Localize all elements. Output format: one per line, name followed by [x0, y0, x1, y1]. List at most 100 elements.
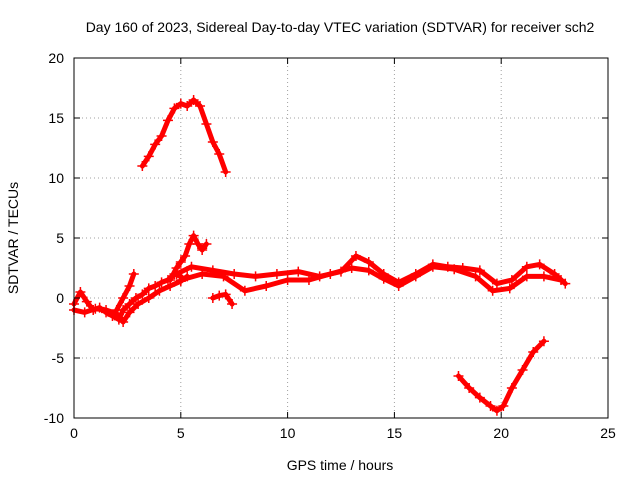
- data-point: [214, 290, 225, 301]
- x-tick-label: 25: [600, 425, 616, 441]
- data-point: [293, 266, 304, 277]
- data-point: [506, 383, 517, 393]
- data-point: [150, 281, 161, 291]
- data-point: [162, 115, 173, 126]
- x-tick-label: 10: [280, 425, 296, 441]
- data-point: [214, 149, 225, 159]
- data-point: [282, 275, 293, 285]
- data-point: [363, 265, 374, 276]
- data-point: [220, 289, 231, 300]
- series-line: [456, 338, 547, 414]
- data-point: [528, 347, 539, 357]
- y-tick-label: 20: [48, 50, 64, 66]
- data-point: [150, 139, 161, 150]
- data-point: [197, 245, 208, 255]
- x-axis-title: GPS time / hours: [287, 457, 394, 473]
- data-point: [154, 285, 165, 296]
- series-arc-4: [137, 95, 231, 177]
- data-point: [325, 269, 336, 279]
- data-point: [201, 239, 212, 249]
- series-line: [114, 271, 137, 313]
- data-point: [427, 261, 438, 272]
- data-point: [474, 392, 485, 403]
- data-point: [197, 269, 208, 279]
- data-point: [81, 296, 92, 307]
- data-point: [303, 275, 314, 285]
- data-point: [188, 230, 199, 241]
- data-point: [363, 257, 374, 267]
- data-point: [534, 259, 545, 270]
- data-point: [350, 251, 361, 261]
- series-arc-9: [453, 336, 549, 416]
- data-point: [491, 405, 502, 416]
- data-point: [143, 293, 154, 303]
- x-tick-label: 5: [177, 425, 185, 441]
- data-point: [207, 137, 218, 147]
- data-point: [182, 101, 193, 111]
- data-point: [165, 275, 176, 285]
- data-point: [207, 293, 218, 303]
- y-tick-label: -5: [52, 350, 65, 366]
- data-point: [449, 264, 460, 275]
- series-arc-8: [207, 289, 238, 309]
- data-point: [143, 151, 154, 162]
- data-point: [498, 401, 509, 411]
- data-point: [137, 289, 148, 300]
- data-point: [175, 98, 186, 109]
- data-point: [453, 371, 464, 381]
- data-point: [538, 336, 549, 347]
- data-point: [538, 271, 549, 282]
- data-point: [464, 383, 475, 393]
- data-point: [143, 283, 154, 294]
- data-point: [504, 283, 515, 294]
- data-point: [378, 273, 389, 284]
- axis-ticks: [73, 57, 609, 419]
- data-point: [156, 277, 167, 288]
- data-point: [188, 95, 199, 105]
- data-point: [201, 119, 212, 129]
- data-point: [393, 281, 404, 291]
- data-point: [118, 293, 129, 303]
- data-point: [227, 299, 238, 309]
- chart-title: Day 160 of 2023, Sidereal Day-to-day VTE…: [86, 19, 595, 35]
- data-point: [118, 317, 129, 327]
- y-tick-labels: -10 -5 0 5 10 15 20: [44, 50, 64, 426]
- data-point: [133, 299, 144, 309]
- y-axis-title: SDTVAR / TECUs: [5, 182, 21, 294]
- y-tick-label: -10: [44, 410, 64, 426]
- data-point: [250, 271, 261, 282]
- data-point: [491, 278, 502, 289]
- data-point: [175, 275, 186, 285]
- data-point: [506, 275, 517, 285]
- x-tick-labels: 0 5 10 15 20 25: [70, 425, 616, 441]
- y-tick-label: 5: [56, 230, 64, 246]
- grid-lines: [74, 58, 608, 418]
- plot-series: [69, 95, 571, 416]
- data-point: [79, 307, 90, 318]
- data-point: [192, 239, 203, 249]
- x-tick-label: 20: [493, 425, 509, 441]
- data-point: [271, 269, 282, 279]
- data-point: [517, 365, 528, 375]
- data-point: [195, 101, 206, 111]
- data-point: [75, 287, 86, 297]
- data-point: [130, 293, 141, 303]
- data-point: [128, 269, 139, 279]
- data-point: [171, 269, 182, 279]
- data-point: [261, 281, 272, 291]
- data-point: [346, 263, 357, 273]
- x-tick-label: 0: [70, 425, 78, 441]
- series-arc-5: [165, 230, 212, 285]
- data-point: [410, 271, 421, 282]
- series-arc-7: [175, 261, 567, 296]
- data-point: [521, 271, 532, 282]
- data-point: [218, 271, 229, 282]
- data-point: [137, 161, 148, 171]
- data-point: [474, 265, 485, 276]
- x-tick-label: 15: [387, 425, 403, 441]
- data-point: [101, 305, 112, 315]
- data-point: [111, 305, 122, 315]
- data-point: [156, 131, 167, 141]
- data-point: [229, 269, 240, 279]
